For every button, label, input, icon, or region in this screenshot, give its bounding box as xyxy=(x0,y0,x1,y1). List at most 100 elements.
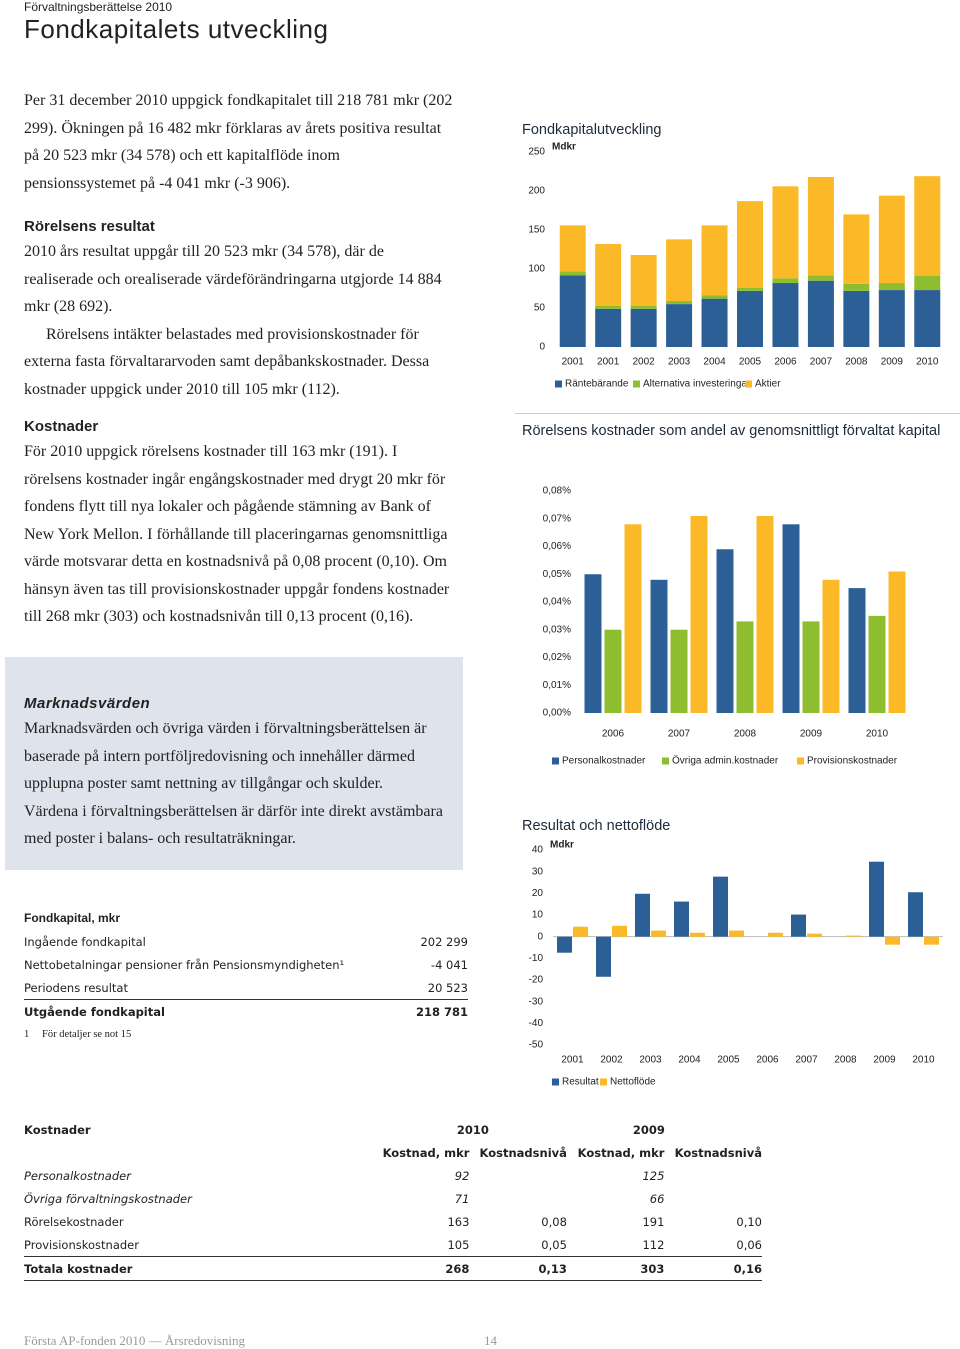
legend-label: Nettoflöde xyxy=(610,1077,656,1088)
footnote: 1 För detaljer se not 15 xyxy=(24,1029,468,1040)
bar xyxy=(650,579,668,713)
bar xyxy=(885,936,900,945)
bar xyxy=(888,571,906,713)
bar xyxy=(772,283,799,347)
chart-title: Resultat och nettoflöde xyxy=(522,818,671,834)
bar xyxy=(666,300,693,305)
x-tick-label: 2001 xyxy=(562,357,585,368)
table-cell: Periodens resultat xyxy=(24,980,128,995)
x-tick-label: 2002 xyxy=(600,1055,623,1066)
y-tick-label: 150 xyxy=(528,225,545,236)
x-tick-label: 2007 xyxy=(795,1055,818,1066)
y-tick-label: 100 xyxy=(528,264,545,275)
bar xyxy=(914,176,941,277)
bar xyxy=(843,283,870,291)
x-tick-label: 2009 xyxy=(881,357,904,368)
x-tick-label: 2007 xyxy=(668,729,691,740)
bar xyxy=(878,283,905,291)
bar xyxy=(736,621,754,713)
chart-title: Fondkapitalutveckling xyxy=(522,122,662,138)
section-heading: Rörelsens resultat xyxy=(24,218,155,235)
table-cell: 0,16 xyxy=(733,1261,762,1276)
table-cell: 218 781 xyxy=(415,1004,468,1019)
bar xyxy=(878,195,905,284)
bar xyxy=(843,214,870,284)
y-tick-label: 0 xyxy=(539,342,545,353)
bar xyxy=(807,275,834,281)
table-subheader-cell: Kostnadsnivå xyxy=(674,1145,762,1160)
bar xyxy=(807,176,834,276)
bar xyxy=(559,271,586,276)
table-row: Totala kostnader 268 0,13 303 0,16 xyxy=(24,1256,762,1281)
bar xyxy=(802,621,820,713)
table-cell xyxy=(469,1187,567,1210)
bar xyxy=(701,295,728,299)
table-cell: Totala kostnader xyxy=(24,1261,133,1276)
y-tick-label: 0,06% xyxy=(543,541,571,552)
bar xyxy=(848,588,866,713)
table-row: Periodens resultat 20 523 xyxy=(24,976,468,1000)
section: Rörelsens resultat 2010 års resultat upp… xyxy=(24,216,454,403)
bar xyxy=(908,892,923,937)
table-cell: Provisionskostnader xyxy=(24,1237,139,1252)
x-tick-label: 2010 xyxy=(912,1055,935,1066)
bar xyxy=(630,308,657,347)
table-cell: Personalkostnader xyxy=(24,1168,131,1183)
table-cell: 66 xyxy=(649,1191,665,1206)
bar xyxy=(604,629,622,713)
y-tick-label: -40 xyxy=(529,1018,544,1029)
info-box: Marknadsvärden Marknadsvärden och övriga… xyxy=(5,657,463,870)
separator xyxy=(515,413,960,414)
box-heading: Marknadsvärden xyxy=(24,695,151,712)
table-subheader-cell: Kostnadsnivå xyxy=(479,1145,567,1160)
legend-swatch xyxy=(662,757,669,765)
bar xyxy=(924,936,939,945)
table-header-cell: Kostnader xyxy=(24,1122,91,1137)
bar xyxy=(624,524,642,713)
chart-title: Rörelsens kostnader som andel av genomsn… xyxy=(522,423,941,439)
x-tick-label: 2001 xyxy=(597,357,620,368)
bar xyxy=(807,933,822,937)
y-tick-label: 250 xyxy=(528,147,545,158)
legend-label: Personalkostnader xyxy=(562,756,646,767)
legend-swatch xyxy=(797,757,804,765)
table-cell: 105 xyxy=(447,1237,470,1252)
x-tick-label: 2009 xyxy=(873,1055,896,1066)
y-tick-label: -50 xyxy=(529,1040,544,1051)
unit-label: Mdkr xyxy=(552,142,576,153)
x-tick-label: 2006 xyxy=(774,357,797,368)
paragraph: För 2010 uppgick rörelsens kostnader til… xyxy=(24,443,450,625)
y-tick-label: 200 xyxy=(528,186,545,197)
bar xyxy=(595,308,622,347)
x-tick-label: 2005 xyxy=(717,1055,740,1066)
x-tick-label: 2008 xyxy=(834,1055,857,1066)
bar xyxy=(559,225,586,272)
table-cell: 0,10 xyxy=(736,1214,762,1229)
x-tick-label: 2010 xyxy=(866,729,889,740)
y-tick-label: 0 xyxy=(537,931,543,942)
legend-label: Alternativa investeringar xyxy=(643,379,751,390)
footer-text: Första AP-fonden 2010 — Årsredovisning xyxy=(24,1333,245,1348)
running-title: Förvaltningsberättelse 2010 xyxy=(24,0,173,14)
legend-swatch xyxy=(552,1078,559,1086)
y-tick-label: 0,00% xyxy=(543,708,571,719)
bar xyxy=(772,186,799,279)
table-cell: 71 xyxy=(454,1191,470,1206)
bar xyxy=(670,629,688,713)
y-tick-label: -30 xyxy=(529,996,544,1007)
table-cell: 0,05 xyxy=(541,1237,567,1252)
x-tick-label: 2008 xyxy=(734,729,757,740)
bar xyxy=(690,515,708,713)
legend-swatch xyxy=(555,380,562,388)
bar xyxy=(701,298,728,347)
page-title: Fondkapitalets utveckling xyxy=(24,14,329,44)
bar xyxy=(596,936,611,977)
y-tick-label: 50 xyxy=(534,303,546,314)
table-cell: 0,06 xyxy=(736,1237,762,1252)
table-cell: 191 xyxy=(642,1214,665,1229)
intro: Per 31 december 2010 uppgick fondkapital… xyxy=(24,92,453,192)
bar xyxy=(737,290,763,347)
bar xyxy=(666,239,693,301)
paragraph: Rörelsens intäkter belastades med provis… xyxy=(24,325,430,398)
table-header-row: Kostnader 2010 2009 xyxy=(24,1118,762,1141)
